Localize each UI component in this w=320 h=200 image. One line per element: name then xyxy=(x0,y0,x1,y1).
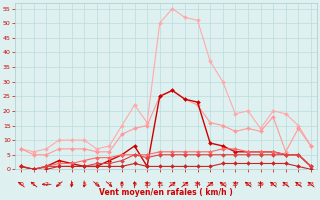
X-axis label: Vent moyen/en rafales ( km/h ): Vent moyen/en rafales ( km/h ) xyxy=(99,188,233,197)
